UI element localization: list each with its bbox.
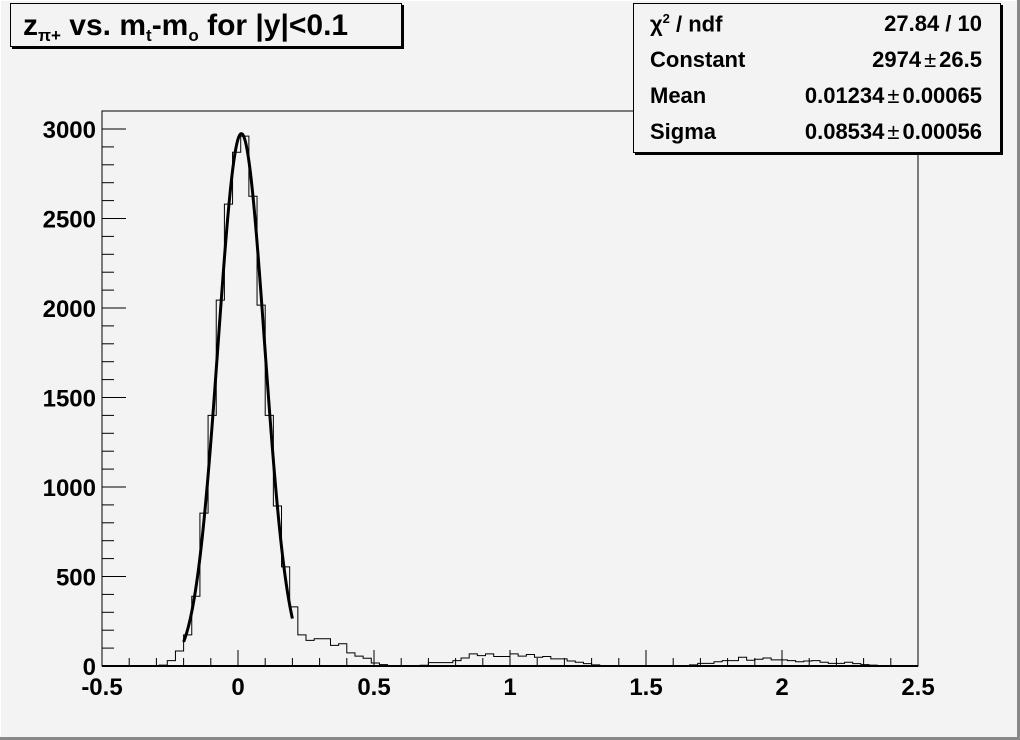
stats-label: χ2 / ndf [650,10,723,37]
chart-title: zπ+ vs. mt-mo for |y|<0.1 [10,3,402,47]
title-rest: for |y|<0.1 [198,9,349,42]
fit-curve-group [182,132,294,643]
frame [101,110,919,667]
histogram-bin [257,305,265,666]
histogram-bin [494,657,502,666]
stats-row-constant: Constant 2974 ±26.5 [650,42,982,78]
x-tick-label: 0 [231,674,244,701]
histogram-bin [526,655,534,666]
histogram-bin [355,656,363,666]
stats-value: 27.84 / 10 [884,11,982,36]
y-tick-label: 500 [56,565,96,592]
stats-value: 2974 ±26.5 [872,47,982,72]
histogram-bin [241,136,249,666]
histogram-bin [175,651,183,666]
title-dash: -m [151,9,189,42]
histogram-bin [559,659,567,666]
y-tick-label: 2500 [43,207,96,234]
x-tick-label: 2 [775,674,788,701]
histogram-bin [486,654,494,666]
histogram-bin [551,659,559,666]
histogram [102,135,918,667]
histogram-bin [233,152,241,666]
title-mid: vs. m [60,9,147,42]
histogram-bin [518,656,526,666]
y-tick-label: 1500 [43,386,96,413]
histogram-bin [461,658,469,666]
x-tick-label: 1.5 [629,674,662,701]
x-tick-label: 1 [503,674,516,701]
x-tick-label: 2.5 [901,674,934,701]
x-tick-label: 0.5 [357,674,390,701]
histogram-bin [347,653,355,666]
histogram-bin [339,644,347,666]
histogram-bin [477,656,485,666]
title-t-sub: t [146,26,152,45]
y-tick-label: 0 [83,654,96,681]
histogram-bin [306,640,314,666]
title-z-sub: π+ [38,26,61,45]
histogram-bin [330,645,338,666]
histogram-bin [363,658,371,666]
title-o-sub: o [188,26,199,45]
histogram-bin [763,658,771,666]
histogram-bin [510,654,518,666]
y-tick-label: 3000 [43,117,96,144]
y-tick-label: 1000 [43,475,96,502]
stats-value: 0.01234 ±0.00065 [804,83,982,108]
histogram-bin [543,657,551,666]
stats-value: 0.08534 ±0.00056 [804,119,982,144]
title-z: z [23,9,38,42]
histogram-bin [738,657,746,666]
histogram-bin [224,204,232,666]
x-tick-label: -0.5 [81,674,122,701]
stats-row-chi2: χ2 / ndf 27.84 / 10 [650,6,982,42]
y-tick-label: 2000 [43,296,96,323]
histogram-outline [102,135,918,667]
stats-row-mean: Mean 0.01234 ±0.00065 [650,78,982,114]
histogram-bin [502,657,510,666]
fit-curve [182,132,294,643]
histogram-bin [534,657,542,666]
stats-label: Sigma [650,119,717,144]
histogram-bin [322,639,330,666]
histogram-bin [755,659,763,666]
stats-label: Mean [650,83,707,108]
stats-row-sigma: Sigma 0.08534 ±0.00056 [650,114,982,150]
histogram-bin [298,635,306,666]
histogram-bin [469,654,477,666]
histogram-bin [314,639,322,666]
stats-box: χ2 / ndf 27.84 / 10 Constant 2974 ±26.5 M… [633,3,1001,153]
stats-label: Constant [650,47,746,72]
histogram-bin [249,196,257,666]
